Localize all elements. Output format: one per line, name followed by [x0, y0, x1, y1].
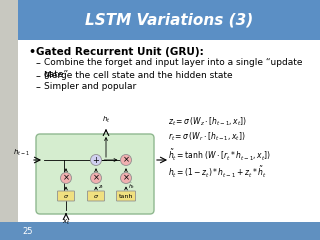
Text: –: – [36, 58, 41, 68]
Text: Simpler and popular: Simpler and popular [44, 82, 136, 91]
Circle shape [91, 155, 101, 166]
Text: $h_t = (1 - z_t) * h_{t-1} + z_t * \tilde{h}_t$: $h_t = (1 - z_t) * h_{t-1} + z_t * \tild… [168, 164, 267, 180]
Circle shape [121, 173, 132, 184]
Text: Combine the forget and input layer into a single “update
gate”: Combine the forget and input layer into … [44, 58, 302, 79]
Text: $x_t$: $x_t$ [62, 218, 70, 227]
FancyBboxPatch shape [18, 0, 320, 40]
Text: Merge the cell state and the hidden state: Merge the cell state and the hidden stat… [44, 71, 233, 80]
Text: $z_t$: $z_t$ [98, 183, 105, 191]
FancyBboxPatch shape [0, 0, 18, 240]
Text: $z_t = \sigma\,(W_z \cdot [h_{t-1}, x_t])$: $z_t = \sigma\,(W_z \cdot [h_{t-1}, x_t]… [168, 116, 247, 128]
Text: $h_t$: $h_t$ [102, 115, 110, 125]
Circle shape [121, 155, 132, 166]
Circle shape [60, 173, 71, 184]
FancyBboxPatch shape [116, 191, 135, 201]
FancyBboxPatch shape [58, 191, 75, 201]
FancyBboxPatch shape [87, 191, 105, 201]
Text: tanh: tanh [119, 193, 133, 198]
Text: $\times$: $\times$ [62, 173, 70, 183]
Text: 25: 25 [22, 227, 33, 235]
Text: Gated Recurrent Unit (GRU):: Gated Recurrent Unit (GRU): [36, 47, 204, 57]
Text: $+$: $+$ [92, 155, 100, 165]
FancyBboxPatch shape [36, 134, 154, 214]
FancyBboxPatch shape [0, 222, 320, 240]
Text: $\times$: $\times$ [92, 173, 100, 183]
Text: $h_{t-1}$: $h_{t-1}$ [13, 148, 30, 158]
Text: $\tilde{h}_t = \tanh\,(W \cdot [r_t * h_{t-1}, x_t])$: $\tilde{h}_t = \tanh\,(W \cdot [r_t * h_… [168, 147, 271, 162]
Circle shape [91, 173, 101, 184]
Text: $\tilde{h}_t$: $\tilde{h}_t$ [128, 181, 135, 191]
Text: LSTM Variations (3): LSTM Variations (3) [85, 12, 253, 28]
Text: $\times$: $\times$ [122, 173, 130, 183]
Text: –: – [36, 82, 41, 92]
Text: $\sigma$: $\sigma$ [93, 192, 99, 199]
Text: $\sigma$: $\sigma$ [63, 192, 69, 199]
Text: –: – [36, 71, 41, 81]
Text: $r_t = \sigma\,(W_r \cdot [h_{t-1}, x_t])$: $r_t = \sigma\,(W_r \cdot [h_{t-1}, x_t]… [168, 131, 245, 143]
FancyBboxPatch shape [18, 40, 320, 240]
Text: $\times$: $\times$ [122, 155, 130, 165]
Text: •: • [28, 47, 35, 57]
